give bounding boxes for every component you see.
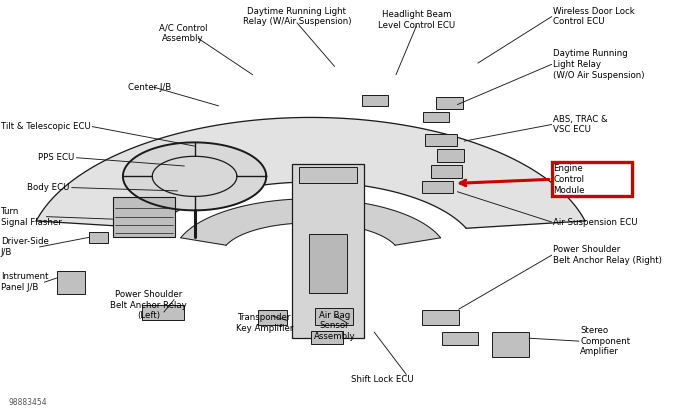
Bar xyxy=(442,332,478,345)
Text: Wireless Door Lock
Control ECU: Wireless Door Lock Control ECU xyxy=(553,7,635,27)
Text: Turn
Signal Flasher: Turn Signal Flasher xyxy=(1,207,61,227)
Bar xyxy=(437,149,464,162)
Bar xyxy=(309,234,347,293)
Bar xyxy=(362,95,388,106)
Bar xyxy=(315,308,353,325)
Text: A/C Control
Assembly: A/C Control Assembly xyxy=(159,23,207,43)
Polygon shape xyxy=(123,142,266,210)
Bar xyxy=(112,197,175,237)
Text: Tilt & Telescopic ECU: Tilt & Telescopic ECU xyxy=(1,122,90,131)
Text: PPS ECU: PPS ECU xyxy=(37,153,74,162)
Bar xyxy=(142,305,184,320)
Text: Instrument
Panel J/B: Instrument Panel J/B xyxy=(1,272,48,292)
Text: Headlight Beam
Level Control ECU: Headlight Beam Level Control ECU xyxy=(378,10,455,30)
Text: Power Shoulder
Belt Anchor Relay (Right): Power Shoulder Belt Anchor Relay (Right) xyxy=(553,245,662,265)
Polygon shape xyxy=(36,117,585,228)
Text: Air Suspension ECU: Air Suspension ECU xyxy=(553,217,638,227)
Polygon shape xyxy=(181,199,440,245)
Bar xyxy=(89,232,108,243)
Bar xyxy=(423,112,449,122)
Text: Daytime Running
Light Relay
(W/O Air Suspension): Daytime Running Light Relay (W/O Air Sus… xyxy=(553,49,644,80)
Text: Driver-Side
J/B: Driver-Side J/B xyxy=(1,237,48,257)
Text: Shift Lock ECU: Shift Lock ECU xyxy=(351,375,414,384)
Bar xyxy=(424,134,457,146)
Text: Stereo
Component
Amplifier: Stereo Component Amplifier xyxy=(580,326,631,356)
Text: Power Shoulder
Belt Anchor Relay
(Left): Power Shoulder Belt Anchor Relay (Left) xyxy=(110,290,187,320)
Bar xyxy=(310,331,344,344)
Text: Daytime Running Light
Relay (W/Air Suspension): Daytime Running Light Relay (W/Air Suspe… xyxy=(243,7,351,27)
Text: ABS, TRAC &
VSC ECU: ABS, TRAC & VSC ECU xyxy=(553,115,608,134)
Text: Center J/B: Center J/B xyxy=(128,83,172,92)
Bar xyxy=(258,310,287,325)
Text: Transponder
Key Amplifier: Transponder Key Amplifier xyxy=(236,313,293,333)
Bar xyxy=(422,181,453,193)
Bar xyxy=(292,164,364,338)
Bar xyxy=(57,271,86,294)
Bar xyxy=(299,167,357,183)
Text: 98883454: 98883454 xyxy=(8,398,47,407)
Bar xyxy=(431,165,462,178)
Bar xyxy=(422,310,460,325)
Text: Body ECU: Body ECU xyxy=(28,183,70,192)
Bar xyxy=(551,162,632,196)
Bar xyxy=(491,332,529,357)
Bar xyxy=(435,97,463,109)
Text: Air Bag
Sensor
Assembly: Air Bag Sensor Assembly xyxy=(314,310,355,341)
Text: Engine
Control
Module: Engine Control Module xyxy=(553,164,584,195)
